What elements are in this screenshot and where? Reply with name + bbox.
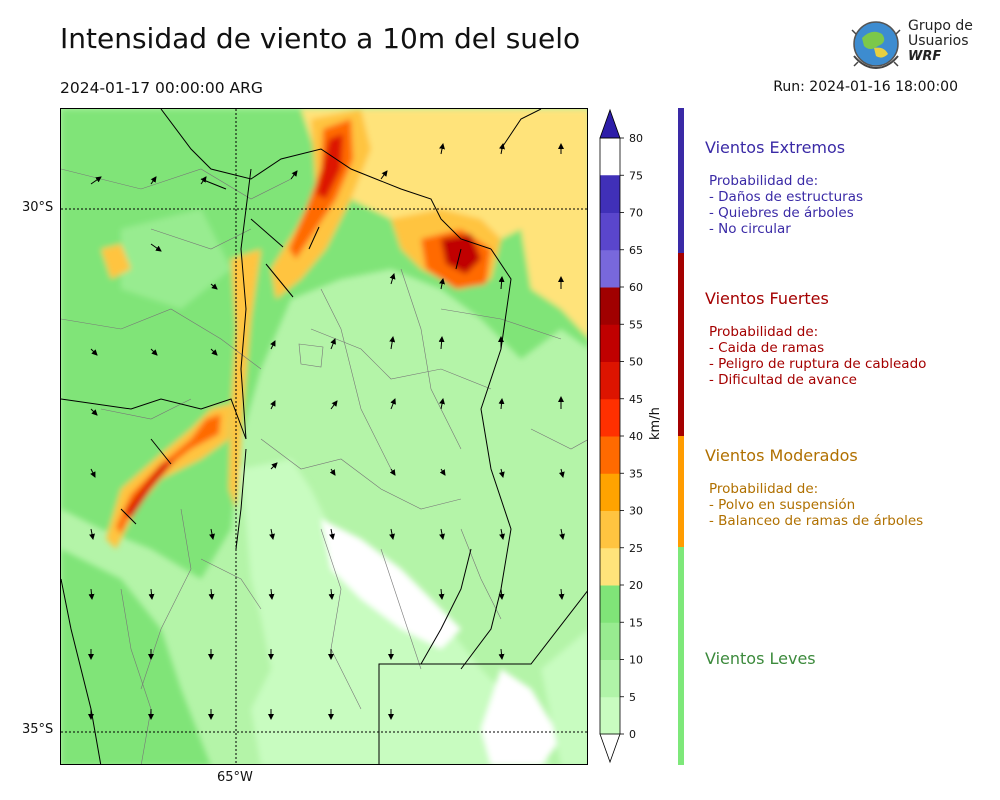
logo-line-1: Grupo de <box>908 18 973 34</box>
graticule <box>61 109 587 764</box>
colorbar-tick-label: 70 <box>629 207 643 220</box>
category-details: Probabilidad de: - Polvo en suspensión -… <box>705 481 995 529</box>
colorbar-tick-label: 30 <box>629 505 643 518</box>
colorbar-tick-label: 60 <box>629 281 643 294</box>
lat-label-35s: 35°S <box>22 722 54 737</box>
logo-line-2: Usuarios <box>908 33 969 49</box>
colorbar-segment <box>600 324 620 362</box>
category-title: Vientos Moderados <box>705 446 858 465</box>
detail-line: - Caida de ramas <box>709 340 825 356</box>
colorbar-segment <box>600 287 620 325</box>
colorbar-tick-label: 45 <box>629 393 643 406</box>
detail-line: - Balanceo de ramas de árboles <box>709 513 924 529</box>
detail-line: Probabilidad de: <box>709 324 819 340</box>
colorbar-tick-label: 55 <box>629 318 643 331</box>
province-boundaries <box>61 109 587 764</box>
category-title: Vientos Leves <box>705 649 816 668</box>
wind-vectors <box>88 143 565 720</box>
colorbar-segment <box>600 212 620 251</box>
detail-line: Probabilidad de: <box>709 173 819 189</box>
colorbar-tick-label: 75 <box>629 169 643 182</box>
colorbar-scale: 0 5 10 15 20 25 30 35 40 45 50 55 60 65 70 75 80 <box>599 108 643 764</box>
colorbar-segment <box>600 622 620 660</box>
colorbar-segment <box>600 175 620 213</box>
colorbar-segment <box>600 547 620 586</box>
lon-label-65w: 65°W <box>217 770 253 785</box>
colorbar-segment <box>600 436 620 474</box>
wind-map <box>60 108 588 765</box>
colorbar-max-extend <box>599 108 621 139</box>
colorbar-segment <box>600 361 620 400</box>
lat-label-30s: 30°S <box>22 200 54 215</box>
colorbar-tick-label: 35 <box>629 467 643 480</box>
category-sidebar <box>678 108 684 765</box>
detail-line: - No circular <box>709 221 791 237</box>
globe-logo-icon <box>851 21 901 70</box>
colorbar-min-extend <box>599 733 621 764</box>
logo-line-3: WRF <box>908 49 942 64</box>
colorbar-tick-label: 15 <box>629 616 643 629</box>
category-details: Probabilidad de: - Caida de ramas - Peli… <box>705 324 995 388</box>
colorbar-segment <box>600 696 620 735</box>
detail-line: - Polvo en suspensión <box>709 497 856 513</box>
category-extremos: Vientos Extremos Probabilidad de: - Daño… <box>705 138 995 237</box>
wind-speed-field <box>61 109 587 764</box>
colorbar-unit: km/h <box>648 407 663 440</box>
colorbar-tick-label: 10 <box>629 654 643 667</box>
category-title: Vientos Extremos <box>705 138 846 157</box>
colorbar: 0 5 10 15 20 25 30 35 40 45 50 55 60 65 70 75 80 <box>598 108 668 766</box>
colorbar-tick-label: 50 <box>629 356 643 369</box>
colorbar-tick-label: 40 <box>629 430 643 443</box>
detail-line: - Quiebres de árboles <box>709 205 854 221</box>
detail-line: - Peligro de ruptura de cableado <box>709 356 927 372</box>
detail-line: - Dificultad de avance <box>709 372 857 388</box>
colorbar-tick-label: 0 <box>629 728 636 741</box>
wrf-logo: Grupo de Usuarios WRF <box>848 16 978 76</box>
category-title: Vientos Fuertes <box>705 289 829 308</box>
detail-line: Probabilidad de: <box>709 481 819 497</box>
logo-text: Grupo de Usuarios WRF <box>908 18 973 65</box>
colorbar-segment <box>600 249 620 288</box>
colorbar-segment <box>600 659 620 698</box>
category-leves: Vientos Leves <box>705 649 995 668</box>
department-boundaries <box>61 168 587 764</box>
colorbar-tick-label: 25 <box>629 542 643 555</box>
colorbar-tick-label: 80 <box>629 132 643 145</box>
colorbar-segment <box>600 398 620 437</box>
category-moderados: Vientos Moderados Probabilidad de: - Pol… <box>705 446 995 529</box>
category-fuertes: Vientos Fuertes Probabilidad de: - Caida… <box>705 289 995 388</box>
detail-line: - Daños de estructuras <box>709 189 864 205</box>
colorbar-tick-label: 5 <box>629 691 636 704</box>
category-details: Probabilidad de: - Daños de estructuras … <box>705 173 995 237</box>
colorbar-segment <box>600 473 620 511</box>
colorbar-tick-label: 65 <box>629 244 643 257</box>
colorbar-segment <box>600 510 620 549</box>
map-title: Intensidad de viento a 10m del suelo <box>60 22 581 55</box>
colorbar-tick-label: 20 <box>629 579 643 592</box>
run-time: Run: 2024-01-16 18:00:00 <box>773 79 958 95</box>
colorbar-segment <box>600 585 620 623</box>
valid-time: 2024-01-17 00:00:00 ARG <box>60 79 263 97</box>
